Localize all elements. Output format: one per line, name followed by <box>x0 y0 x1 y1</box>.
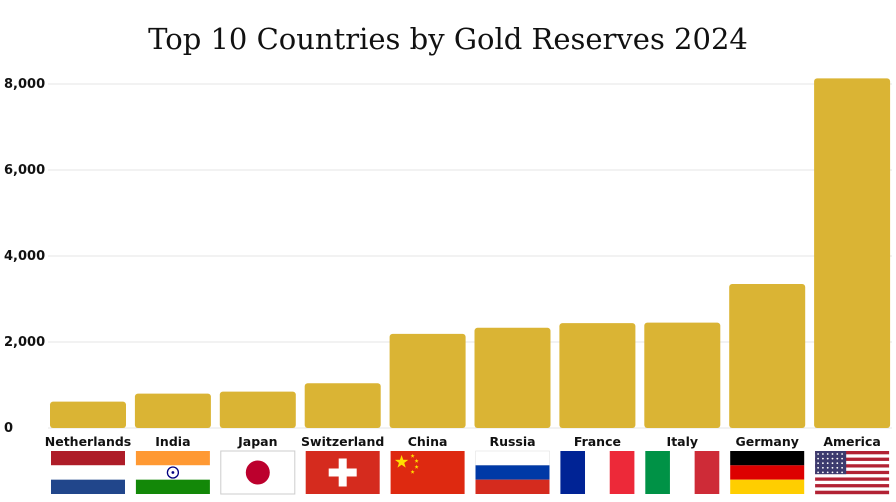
bar-america <box>814 78 891 428</box>
bar-italy <box>644 322 721 428</box>
switzerland-flag-icon <box>305 451 380 494</box>
flags <box>51 450 890 495</box>
germany-flag-icon <box>730 451 805 494</box>
category-labels: Netherlands India Japan Switzerland China Rus… <box>45 434 881 449</box>
bar-netherlands <box>50 401 126 428</box>
category-label: France <box>574 434 621 449</box>
china-flag-icon <box>390 451 465 494</box>
y-tick-label: 4,000 <box>4 249 45 264</box>
category-label: Japan <box>237 434 277 449</box>
russia-flag-icon <box>475 450 550 494</box>
category-label: Germany <box>735 434 798 449</box>
category-label: Switzerland <box>301 434 384 449</box>
bar-japan <box>219 391 296 428</box>
y-axis-ticks: 0 2,000 4,000 6,000 8,000 <box>4 77 45 436</box>
y-tick-label: 0 <box>4 421 13 436</box>
y-tick-label: 6,000 <box>4 163 45 178</box>
bars <box>50 78 891 428</box>
y-tick-label: 8,000 <box>4 77 45 92</box>
category-label: America <box>823 434 880 449</box>
category-label: India <box>155 434 190 449</box>
bar-france <box>559 323 636 428</box>
italy-flag-icon <box>645 451 720 494</box>
category-label: China <box>408 434 448 449</box>
category-label: Netherlands <box>45 434 131 449</box>
category-label: Russia <box>489 434 535 449</box>
france-flag-icon <box>560 451 635 494</box>
netherlands-flag-icon <box>51 451 125 494</box>
y-tick-label: 2,000 <box>4 335 45 350</box>
bar-germany <box>729 283 806 428</box>
bar-russia <box>474 327 551 428</box>
chart-title: Top 10 Countries by Gold Reserves 2024 <box>148 22 748 56</box>
bar-india <box>134 393 211 428</box>
japan-flag-icon <box>220 450 296 495</box>
india-flag-icon <box>135 451 210 494</box>
category-label: Italy <box>667 434 699 449</box>
bar-china <box>389 333 466 428</box>
bar-switzerland <box>304 383 381 428</box>
usa-flag-icon <box>815 451 890 495</box>
